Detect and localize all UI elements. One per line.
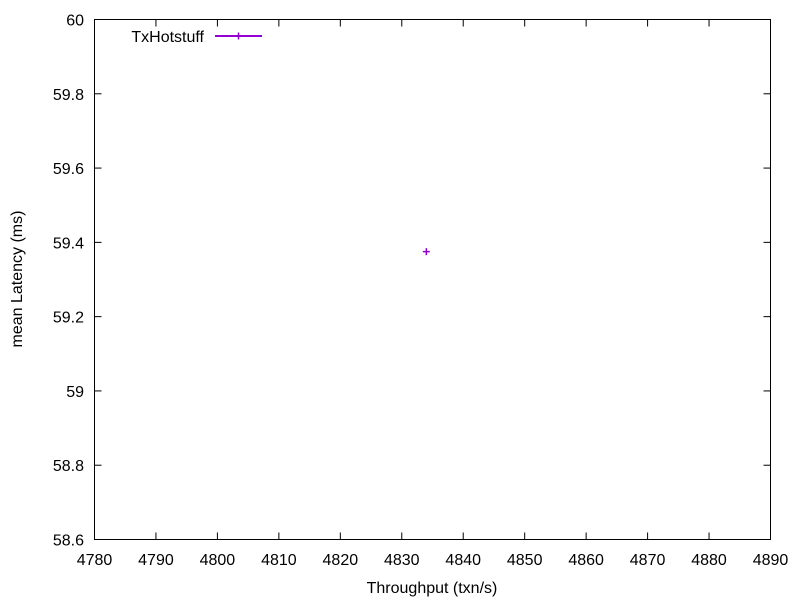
x-tick-label: 4790 xyxy=(138,552,174,569)
x-axis-ticks: 4780 4790 4800 4810 4820 4830 4840 4850 4860 4870… xyxy=(77,19,789,569)
y-axis-title: mean Latency (ms) xyxy=(9,211,26,348)
y-tick-label: 58.6 xyxy=(53,533,84,550)
y-axis-ticks: 58.6 58.8 59 59.2 59.4 59.6 59.8 60 xyxy=(53,13,771,550)
x-tick-label: 4800 xyxy=(200,552,236,569)
legend-marker xyxy=(235,32,242,40)
x-tick-label: 4850 xyxy=(507,552,543,569)
x-tick-label: 4810 xyxy=(261,552,297,569)
data-point xyxy=(422,248,430,256)
x-tick-label: 4780 xyxy=(77,552,113,569)
x-tick-label: 4870 xyxy=(630,552,666,569)
x-axis-title: Throughput (txn/s) xyxy=(367,580,498,597)
y-tick-label: 59.8 xyxy=(53,87,84,104)
y-tick-label: 59 xyxy=(66,384,84,401)
x-tick-label: 4860 xyxy=(568,552,604,569)
series-layer xyxy=(422,248,430,256)
x-tick-label: 4840 xyxy=(445,552,481,569)
y-tick-label: 59.4 xyxy=(53,235,84,252)
y-tick-label: 58.8 xyxy=(53,458,84,475)
legend: TxHotstuff xyxy=(131,29,262,46)
x-tick-label: 4820 xyxy=(323,552,359,569)
y-tick-label: 59.2 xyxy=(53,310,84,327)
plot-frame xyxy=(94,19,771,540)
x-tick-label: 4830 xyxy=(384,552,420,569)
y-tick-label: 60 xyxy=(66,13,84,30)
legend-label: TxHotstuff xyxy=(131,29,204,46)
x-tick-label: 4890 xyxy=(753,552,789,569)
x-tick-label: 4880 xyxy=(691,552,727,569)
y-tick-label: 59.6 xyxy=(53,161,84,178)
